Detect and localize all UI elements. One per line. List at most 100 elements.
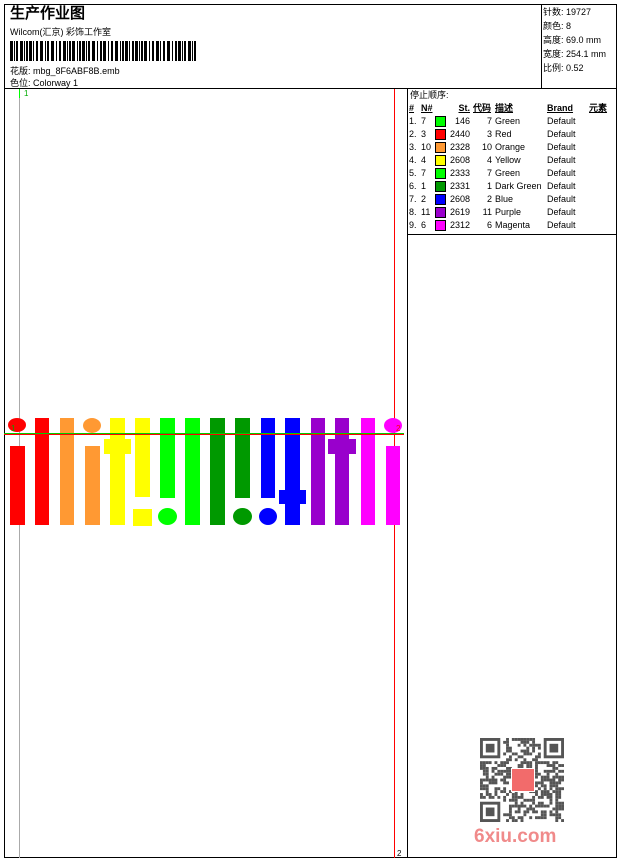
barcode-bar bbox=[51, 41, 54, 61]
end-marker: 2 bbox=[396, 424, 401, 433]
stitch-count: 2333 bbox=[449, 168, 470, 178]
stitch-block bbox=[185, 418, 200, 525]
needle-number: 7 bbox=[421, 168, 427, 178]
qr-module bbox=[517, 755, 521, 759]
info-value: 69.0 mm bbox=[566, 35, 602, 45]
qr-module bbox=[540, 801, 544, 805]
qr-module bbox=[494, 761, 498, 765]
barcode-bar bbox=[120, 41, 121, 61]
stitch-dot bbox=[384, 418, 402, 433]
stop-sequence-table: # N# St. 代码 描述 Brand 元素 1. 7 146 7 Green Defa… bbox=[409, 102, 614, 232]
colorway-label: 色位: bbox=[10, 78, 31, 88]
qr-module bbox=[549, 793, 553, 796]
qr-module bbox=[520, 816, 524, 820]
barcode-bar bbox=[135, 41, 138, 61]
barcode-bar bbox=[184, 41, 186, 61]
qr-module bbox=[503, 795, 507, 799]
qr-module bbox=[480, 787, 483, 791]
qr-module bbox=[535, 775, 538, 779]
qr-module bbox=[540, 810, 544, 814]
qr-module bbox=[543, 787, 547, 791]
color-code: 10 bbox=[481, 142, 492, 152]
barcode-bar bbox=[125, 41, 128, 61]
qr-module bbox=[549, 781, 553, 785]
qr-module bbox=[537, 755, 541, 759]
needle-number: 10 bbox=[421, 142, 432, 152]
qr-module bbox=[558, 787, 562, 791]
swatch-icon bbox=[435, 220, 446, 232]
qr-module bbox=[526, 749, 530, 753]
qr-module bbox=[546, 804, 550, 808]
qr-module bbox=[526, 798, 530, 802]
qr-module bbox=[535, 804, 538, 808]
qr-module bbox=[526, 761, 530, 765]
qr-module bbox=[514, 810, 518, 814]
qr-module bbox=[546, 769, 550, 773]
qr-module bbox=[555, 801, 559, 805]
colorway-value: Colorway 1 bbox=[33, 78, 79, 88]
qr-module bbox=[532, 801, 536, 805]
color-description: Red bbox=[495, 129, 512, 139]
stitch-count: 2331 bbox=[449, 181, 470, 191]
qr-module bbox=[543, 793, 547, 796]
qr-module bbox=[508, 813, 512, 817]
qr-module bbox=[508, 746, 512, 750]
qr-module bbox=[558, 764, 562, 767]
qr-module bbox=[523, 740, 527, 744]
qr-module bbox=[555, 804, 559, 808]
stitch-block bbox=[135, 418, 150, 497]
color-code: 6 bbox=[486, 220, 492, 230]
qr-module bbox=[532, 795, 536, 799]
qr-module bbox=[540, 778, 544, 782]
qr-module bbox=[503, 752, 507, 756]
barcode-bar bbox=[144, 41, 147, 61]
color-swatch bbox=[435, 219, 448, 232]
qr-module bbox=[535, 810, 538, 814]
qr-module bbox=[555, 761, 559, 765]
qr-module bbox=[549, 810, 553, 814]
barcode-bar bbox=[67, 41, 68, 61]
barcode-bar bbox=[33, 41, 34, 61]
stop-row: 2. 3 2440 3 Red Default bbox=[409, 128, 614, 141]
stitch-count: 2328 bbox=[449, 142, 470, 152]
qr-module bbox=[520, 801, 524, 805]
col-element: 元素 bbox=[589, 103, 608, 113]
qr-module bbox=[546, 793, 550, 796]
qr-module bbox=[480, 761, 483, 765]
barcode-bar bbox=[129, 41, 130, 61]
qr-module bbox=[535, 761, 538, 765]
qr-module bbox=[488, 781, 492, 785]
qr-module bbox=[558, 801, 562, 805]
barcode-bar bbox=[152, 41, 154, 61]
barcode-bar bbox=[92, 41, 95, 61]
qr-module bbox=[526, 746, 530, 750]
qr-module bbox=[523, 810, 527, 814]
qr-module bbox=[511, 738, 515, 741]
qr-module bbox=[480, 778, 483, 782]
qr-module bbox=[480, 793, 483, 796]
qr-module bbox=[526, 738, 530, 741]
col-brand: Brand bbox=[547, 103, 574, 113]
qr-module bbox=[543, 769, 547, 773]
qr-module bbox=[517, 807, 521, 811]
qr-module bbox=[517, 804, 521, 808]
qr-module bbox=[523, 758, 527, 762]
qr-module bbox=[558, 790, 562, 794]
qr-module bbox=[520, 740, 524, 744]
qr-module bbox=[506, 743, 509, 747]
barcode-bar bbox=[69, 41, 71, 61]
embroidery-design: 1 1 2 2 bbox=[4, 89, 404, 858]
stop-index: 2. bbox=[409, 129, 417, 139]
qr-module bbox=[535, 784, 538, 788]
qr-module bbox=[546, 764, 550, 767]
qr-module bbox=[503, 787, 507, 791]
qr-module bbox=[514, 793, 518, 796]
stop-row: 9. 6 2312 6 Magenta Default bbox=[409, 219, 614, 232]
info-stitches: 针数: 19727 bbox=[543, 5, 617, 19]
col-swatch bbox=[435, 102, 448, 115]
qr-module bbox=[500, 772, 504, 776]
qr-module bbox=[511, 752, 515, 756]
qr-module bbox=[535, 743, 538, 747]
qr-module bbox=[523, 738, 527, 741]
qr-module bbox=[511, 793, 515, 796]
